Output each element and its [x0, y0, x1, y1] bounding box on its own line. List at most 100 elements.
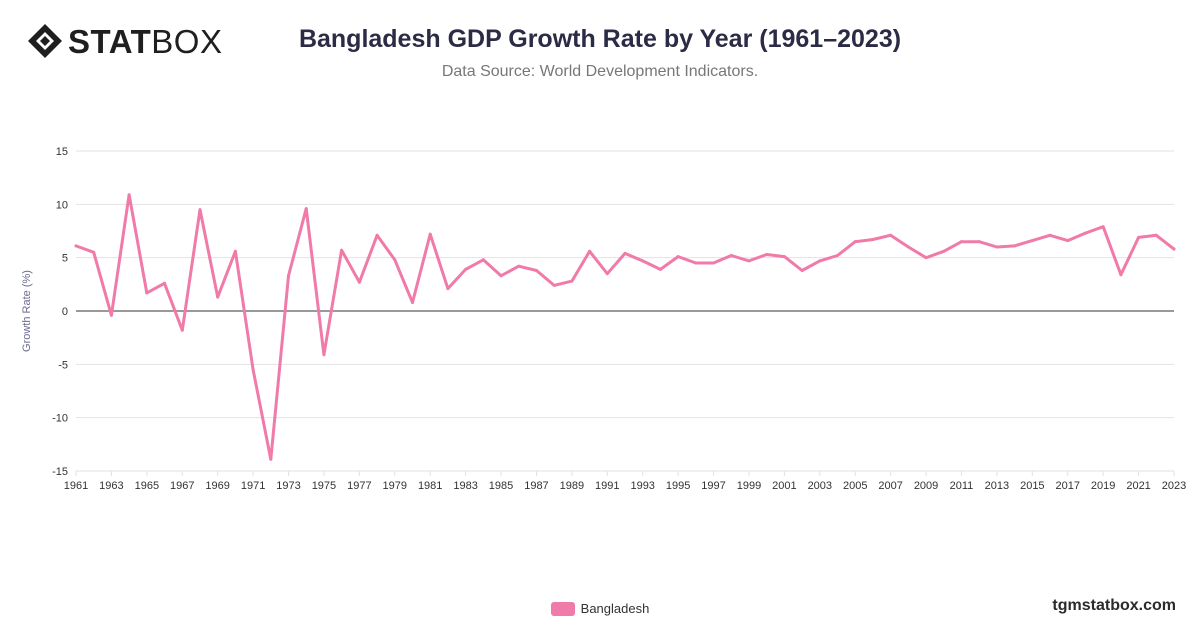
- logo-wordmark-light: BOX: [151, 22, 223, 60]
- statbox-diamond-icon: [28, 24, 62, 58]
- data-point: [464, 267, 468, 271]
- x-tick-label: 2003: [808, 480, 832, 492]
- data-point: [889, 233, 893, 237]
- data-point: [1066, 239, 1070, 243]
- data-point: [233, 249, 237, 253]
- data-point: [145, 291, 149, 295]
- data-point: [163, 281, 167, 285]
- data-point: [605, 272, 609, 276]
- data-point: [658, 267, 662, 271]
- data-point: [499, 274, 503, 278]
- x-tick-label: 1991: [595, 480, 619, 492]
- data-point: [127, 193, 131, 197]
- data-point: [322, 353, 326, 357]
- y-axis-label: Growth Rate (%): [21, 270, 33, 352]
- x-tick-label: 1987: [524, 480, 548, 492]
- x-tick-label: 1993: [630, 480, 654, 492]
- data-point: [375, 233, 379, 237]
- data-point: [92, 250, 96, 254]
- data-point: [924, 256, 928, 260]
- data-point: [1172, 247, 1176, 251]
- legend-swatch-bangladesh: [550, 601, 575, 616]
- series-line-bangladesh: [74, 193, 1176, 461]
- data-point: [428, 232, 432, 236]
- data-point: [534, 268, 538, 272]
- data-point: [481, 258, 485, 262]
- x-tick-label: 2007: [878, 480, 902, 492]
- y-tick-label: -5: [58, 359, 68, 371]
- x-tick-label: 1989: [560, 480, 584, 492]
- data-point: [712, 261, 716, 265]
- x-tick-label: 1975: [312, 480, 336, 492]
- statbox-logo: STATBOX: [26, 22, 222, 60]
- y-tick-label: 0: [62, 306, 68, 318]
- data-point: [340, 248, 344, 252]
- data-point: [1119, 273, 1123, 277]
- data-point: [269, 457, 273, 461]
- data-point: [853, 240, 857, 244]
- logo-wordmark: STATBOX: [68, 25, 222, 58]
- x-tick-label: 1961: [64, 480, 88, 492]
- x-tick-label: 2013: [985, 480, 1009, 492]
- x-tick-label: 1979: [383, 480, 407, 492]
- x-tick-label: 2011: [950, 480, 974, 492]
- data-point: [410, 300, 414, 304]
- y-tick-label: -10: [52, 413, 68, 425]
- legend-label-bangladesh: Bangladesh: [580, 601, 650, 616]
- data-point: [109, 313, 113, 317]
- data-point: [623, 251, 627, 255]
- data-point: [287, 274, 291, 278]
- x-tick-label: 2019: [1091, 480, 1115, 492]
- data-point: [446, 287, 450, 291]
- data-point: [393, 258, 397, 262]
- data-point: [1048, 233, 1052, 237]
- x-tick-label: 2005: [843, 480, 867, 492]
- x-tick-label: 1999: [737, 480, 761, 492]
- data-point: [641, 259, 645, 263]
- data-point: [1101, 225, 1105, 229]
- data-point: [977, 240, 981, 244]
- y-tick-label: 10: [56, 199, 68, 211]
- x-tick-label: 2009: [914, 480, 938, 492]
- data-point: [180, 328, 184, 332]
- y-tick-label: -15: [52, 466, 68, 478]
- x-tick-label: 1995: [666, 480, 690, 492]
- data-point: [694, 261, 698, 265]
- data-point: [1154, 233, 1158, 237]
- x-tick-label: 1963: [99, 480, 123, 492]
- data-point: [906, 245, 910, 249]
- x-tick-label: 1971: [241, 480, 265, 492]
- data-point: [765, 252, 769, 256]
- data-point: [959, 240, 963, 244]
- x-tick-label: 1965: [135, 480, 159, 492]
- data-point: [871, 238, 875, 242]
- x-tick-label: 2001: [772, 480, 796, 492]
- data-point: [729, 254, 733, 258]
- chart-subtitle: Data Source: World Development Indicator…: [441, 63, 759, 80]
- x-tick-label: 1983: [453, 480, 477, 492]
- x-tick-label: 1997: [701, 480, 725, 492]
- data-point: [676, 255, 680, 259]
- x-tick-label: 2021: [1126, 480, 1150, 492]
- x-tick-label: 1985: [489, 480, 513, 492]
- data-point: [1083, 231, 1087, 235]
- x-tick-label: 1967: [170, 480, 194, 492]
- data-point: [570, 279, 574, 283]
- data-point: [304, 207, 308, 211]
- data-point: [747, 259, 751, 263]
- legend[interactable]: Bangladesh: [0, 601, 1200, 616]
- data-point: [588, 249, 592, 253]
- logo-wordmark-bold: STAT: [68, 22, 152, 60]
- data-point: [1137, 235, 1141, 239]
- x-tick-label: 1981: [418, 480, 442, 492]
- x-tick-label: 2015: [1020, 480, 1044, 492]
- data-point: [251, 368, 255, 372]
- data-point: [198, 208, 202, 212]
- x-tick-label: 1977: [347, 480, 371, 492]
- data-point: [800, 268, 804, 272]
- x-tick-label: 2023: [1162, 480, 1186, 492]
- data-point: [818, 259, 822, 263]
- x-tick-label: 1973: [276, 480, 300, 492]
- data-point: [995, 245, 999, 249]
